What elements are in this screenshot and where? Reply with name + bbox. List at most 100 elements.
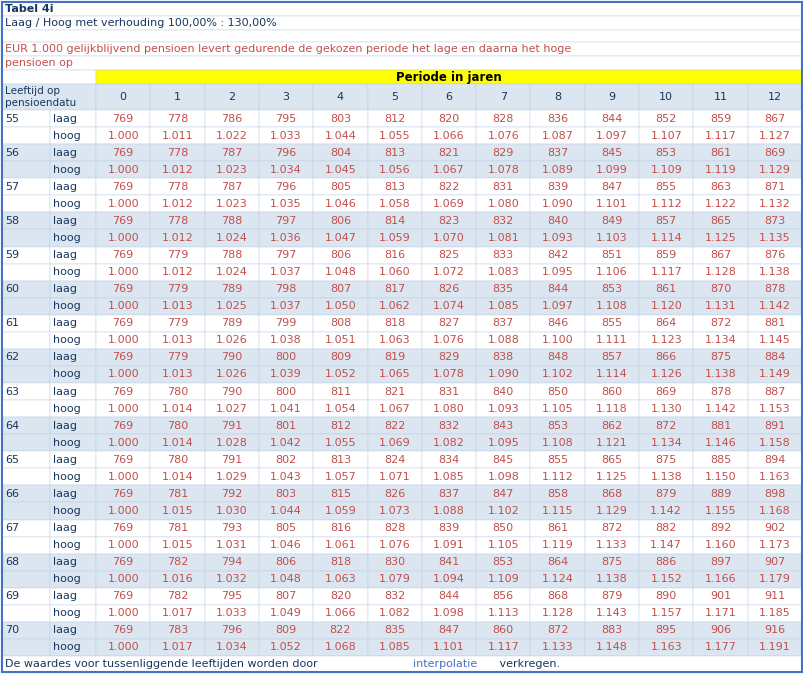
Bar [422, 264, 475, 280]
Bar [638, 315, 692, 332]
Text: 848: 848 [546, 353, 568, 363]
Text: 829: 829 [492, 148, 513, 158]
Bar [692, 298, 747, 315]
Bar [313, 588, 367, 605]
Text: 831: 831 [438, 386, 459, 396]
Text: 867: 867 [709, 250, 730, 260]
Text: hoog: hoog [53, 233, 80, 243]
Bar [96, 229, 150, 247]
Bar [692, 144, 747, 161]
Bar [2, 622, 50, 639]
Bar [313, 571, 367, 588]
Bar [530, 452, 584, 468]
Bar [530, 349, 584, 366]
Bar [422, 452, 475, 468]
Text: 813: 813 [384, 148, 405, 158]
Bar [96, 161, 150, 178]
Text: 850: 850 [492, 523, 513, 533]
Bar [584, 247, 638, 264]
Bar [96, 195, 150, 212]
Text: 1.117: 1.117 [487, 642, 519, 652]
Text: 1.099: 1.099 [595, 164, 627, 175]
Text: 5: 5 [391, 92, 397, 102]
Text: 1.130: 1.130 [650, 404, 681, 414]
Text: 1.052: 1.052 [270, 642, 302, 652]
Bar [96, 127, 150, 144]
Text: 769: 769 [112, 523, 133, 533]
Bar [50, 468, 96, 485]
Text: 1.109: 1.109 [650, 164, 681, 175]
Bar [584, 639, 638, 656]
Bar [692, 264, 747, 280]
Text: 1.091: 1.091 [433, 540, 464, 550]
Bar [96, 622, 150, 639]
Text: 845: 845 [601, 148, 622, 158]
Text: 1.037: 1.037 [270, 301, 302, 311]
Text: 860: 860 [601, 386, 622, 396]
Bar [367, 520, 422, 537]
Bar [96, 502, 150, 520]
Text: 1.029: 1.029 [215, 472, 247, 482]
Text: 852: 852 [654, 113, 676, 123]
Text: 849: 849 [601, 216, 622, 226]
Bar [367, 161, 422, 178]
Bar [204, 485, 259, 502]
Bar [638, 452, 692, 468]
Bar [204, 247, 259, 264]
Bar [692, 315, 747, 332]
Bar [692, 229, 747, 247]
Bar [259, 178, 313, 195]
Bar [367, 537, 422, 553]
Bar [422, 553, 475, 571]
Text: 788: 788 [221, 250, 243, 260]
Bar [475, 349, 530, 366]
Bar [2, 178, 50, 195]
Text: 769: 769 [112, 455, 133, 465]
Text: 778: 778 [166, 182, 188, 192]
Bar [638, 417, 692, 434]
Text: 847: 847 [601, 182, 622, 192]
Bar [475, 417, 530, 434]
Bar [2, 229, 50, 247]
Bar [50, 280, 96, 298]
Text: 1.108: 1.108 [595, 301, 627, 311]
Bar [367, 417, 422, 434]
Bar [150, 417, 204, 434]
Bar [638, 485, 692, 502]
Bar [2, 280, 50, 298]
Text: 1.067: 1.067 [378, 404, 410, 414]
Bar [475, 144, 530, 161]
Text: 1.069: 1.069 [378, 437, 410, 448]
Text: 841: 841 [438, 557, 459, 567]
Bar [313, 520, 367, 537]
Text: 769: 769 [112, 284, 133, 294]
Bar [638, 502, 692, 520]
Bar [530, 622, 584, 639]
Text: 865: 865 [709, 216, 730, 226]
Bar [367, 349, 422, 366]
Bar [204, 298, 259, 315]
Bar [367, 588, 422, 605]
Text: 1.034: 1.034 [270, 164, 302, 175]
Bar [2, 2, 801, 16]
Bar [584, 178, 638, 195]
Text: 1.023: 1.023 [216, 164, 247, 175]
Text: 60: 60 [5, 284, 19, 294]
Bar [2, 70, 96, 84]
Bar [2, 161, 50, 178]
Text: 796: 796 [221, 625, 242, 636]
Bar [150, 553, 204, 571]
Text: 1.057: 1.057 [324, 472, 356, 482]
Text: 1.063: 1.063 [324, 574, 356, 584]
Text: hoog: hoog [53, 267, 80, 277]
Bar [638, 110, 692, 127]
Text: 1.146: 1.146 [703, 437, 736, 448]
Bar [584, 520, 638, 537]
Bar [2, 366, 50, 383]
Bar [313, 161, 367, 178]
Bar [584, 417, 638, 434]
Bar [747, 110, 801, 127]
Text: 1.012: 1.012 [161, 233, 193, 243]
Bar [422, 417, 475, 434]
Bar [692, 553, 747, 571]
